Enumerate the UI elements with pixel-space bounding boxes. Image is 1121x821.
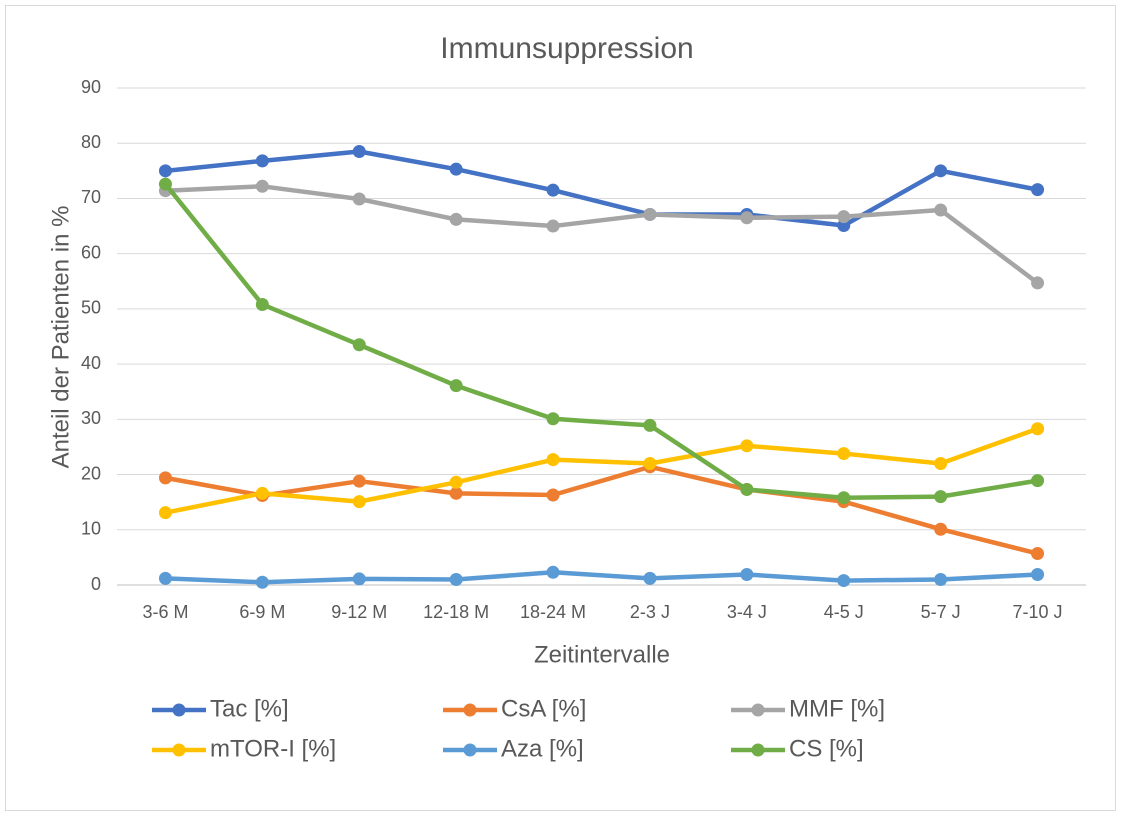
y-tick-label: 50: [81, 298, 101, 318]
x-tick-label: 2-3 J: [630, 602, 670, 622]
point: [352, 474, 366, 488]
point: [837, 491, 851, 505]
point: [255, 486, 269, 500]
point: [352, 338, 366, 352]
point: [1031, 183, 1045, 197]
legend-label: Tac [%]: [210, 695, 289, 722]
series-line: [163, 570, 1040, 585]
y-tick-label: 90: [81, 77, 101, 97]
point: [740, 439, 754, 453]
point: [1031, 547, 1045, 561]
legend-label: Aza [%]: [501, 735, 584, 762]
point: [158, 471, 172, 485]
legend-label: CsA [%]: [501, 695, 586, 722]
y-tick-label: 80: [81, 132, 101, 152]
point: [352, 495, 366, 509]
point: [352, 145, 366, 159]
point: [449, 475, 463, 489]
point: [449, 379, 463, 393]
point: [449, 486, 463, 500]
x-tick-label: 12-18 M: [423, 602, 489, 622]
y-tick-label: 10: [81, 519, 101, 539]
y-tick-label: 20: [81, 463, 101, 483]
legend-marker: [172, 743, 186, 757]
point: [158, 506, 172, 520]
point: [934, 164, 948, 178]
y-tick-label: 60: [81, 242, 101, 262]
x-tick-label: 6-9 M: [239, 602, 285, 622]
series-line: [163, 426, 1040, 515]
point: [158, 164, 172, 178]
y-tick-label: 30: [81, 408, 101, 428]
series-line: [163, 464, 1040, 556]
x-axis-title: Zeitintervalle: [534, 641, 670, 668]
legend-marker: [463, 743, 477, 757]
point: [449, 572, 463, 586]
point: [158, 177, 172, 191]
point: [837, 210, 851, 224]
point: [740, 482, 754, 496]
legend-marker: [463, 703, 477, 717]
x-tick-label: 7-10 J: [1013, 602, 1063, 622]
legend-label: CS [%]: [789, 735, 864, 762]
point: [934, 203, 948, 217]
legend-marker: [751, 743, 765, 757]
point: [255, 575, 269, 589]
point: [934, 522, 948, 536]
point: [546, 565, 560, 579]
x-tick-label: 18-24 M: [520, 602, 586, 622]
series-line: [163, 149, 1040, 228]
chart-title: Immunsuppression: [440, 32, 693, 65]
y-tick-label: 0: [91, 574, 101, 594]
point: [643, 207, 657, 221]
y-tick-label: 40: [81, 353, 101, 373]
point: [255, 297, 269, 311]
point: [449, 162, 463, 176]
legend-label: mTOR-I [%]: [210, 735, 336, 762]
point: [255, 154, 269, 168]
x-tick-label: 3-4 J: [727, 602, 767, 622]
point: [1031, 276, 1045, 290]
point: [837, 574, 851, 588]
legend-marker: [172, 703, 186, 717]
y-tick-label: 70: [81, 187, 101, 207]
point: [546, 488, 560, 502]
point: [643, 571, 657, 585]
point: [352, 572, 366, 586]
chart-border: [5, 5, 1116, 811]
legend-label: MMF [%]: [789, 695, 885, 722]
point: [934, 572, 948, 586]
point: [643, 418, 657, 432]
point: [934, 457, 948, 471]
point: [546, 219, 560, 233]
x-tick-label: 3-6 M: [142, 602, 188, 622]
point: [255, 179, 269, 193]
point: [1031, 568, 1045, 582]
point: [740, 211, 754, 225]
point: [1031, 474, 1045, 488]
y-axis-title: Anteil der Patienten in %: [47, 206, 74, 469]
legend-marker: [751, 703, 765, 717]
x-tick-label: 9-12 M: [331, 602, 387, 622]
point: [740, 568, 754, 582]
point: [1031, 422, 1045, 436]
point: [643, 457, 657, 471]
x-tick-label: 5-7 J: [921, 602, 961, 622]
point: [934, 490, 948, 504]
point: [546, 183, 560, 197]
point: [449, 212, 463, 226]
point: [837, 447, 851, 461]
point: [352, 192, 366, 206]
series-line: [163, 184, 1040, 286]
point: [158, 571, 172, 585]
series-line: [163, 181, 1040, 500]
x-tick-label: 4-5 J: [824, 602, 864, 622]
point: [546, 412, 560, 426]
point: [546, 453, 560, 467]
